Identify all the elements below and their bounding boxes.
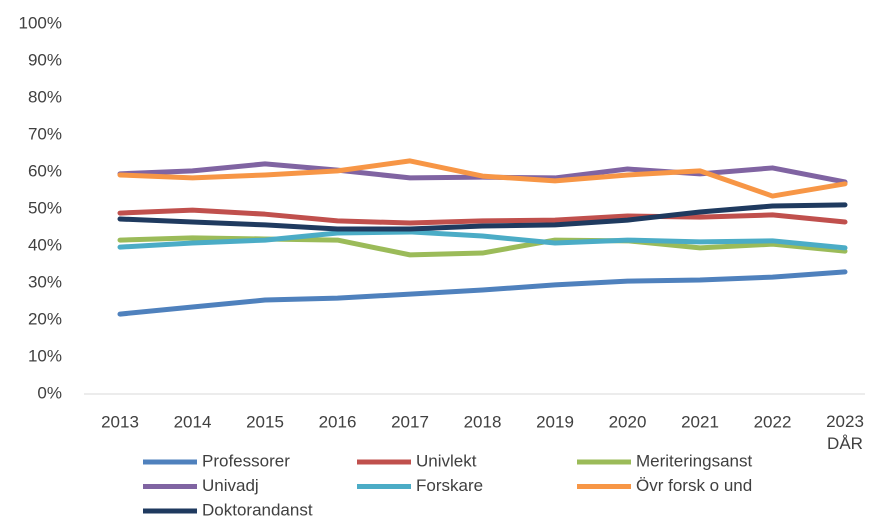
x-tick-label: 2019 <box>536 412 574 431</box>
y-tick-label: 20% <box>28 309 62 328</box>
x-tick-label: 2013 <box>101 412 139 431</box>
series-line <box>117 207 848 226</box>
x-tick-label: 2021 <box>681 412 719 431</box>
x-tick-label: 2016 <box>319 412 357 431</box>
y-tick-label: 80% <box>28 87 62 106</box>
y-tick-label: 30% <box>28 272 62 291</box>
series-line <box>117 161 848 185</box>
y-tick-label: 100% <box>19 13 62 32</box>
y-tick-label: 50% <box>28 198 62 217</box>
y-tick-label: 10% <box>28 346 62 365</box>
legend-label: Professorer <box>202 451 290 470</box>
x-tick-label: 2014 <box>174 412 212 431</box>
legend-label: Övr forsk o und <box>636 476 752 495</box>
series-line <box>117 202 848 232</box>
y-tick-label: 40% <box>28 235 62 254</box>
x-tick-label: 2017 <box>391 412 429 431</box>
series-line <box>117 229 848 251</box>
legend-label: Meriteringsanst <box>636 451 752 470</box>
legend-label: Univlekt <box>416 451 477 470</box>
legend-label: Doktorandanst <box>202 500 313 518</box>
legend-label: Univadj <box>202 476 259 495</box>
y-tick-label: 70% <box>28 124 62 143</box>
y-tick-label: 60% <box>28 161 62 180</box>
x-tick-label: 2023 DÅR <box>826 412 864 453</box>
y-tick-label: 90% <box>28 50 62 69</box>
x-tick-label: 2020 <box>609 412 647 431</box>
legend-label: Forskare <box>416 476 483 495</box>
x-tick-label: 2018 <box>464 412 502 431</box>
y-tick-label: 0% <box>37 383 62 402</box>
x-tick-label: 2022 <box>754 412 792 431</box>
x-tick-label: 2015 <box>246 412 284 431</box>
series-line <box>117 269 848 317</box>
series-line <box>117 158 848 199</box>
